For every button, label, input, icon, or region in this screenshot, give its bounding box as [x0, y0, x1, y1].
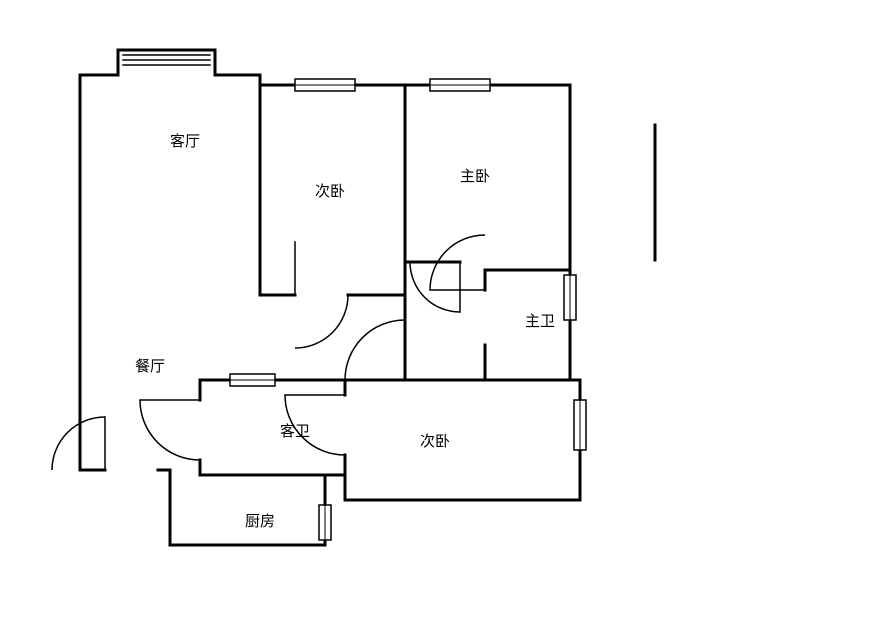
label-dining-room: 餐厅 [135, 355, 165, 376]
floor-plan-svg [0, 0, 882, 619]
label-kitchen: 厨房 [245, 510, 275, 531]
label-master-bed: 主卧 [460, 165, 490, 186]
floor-plan-canvas: 客厅 餐厅 次卧 主卧 主卫 客卫 次卧 厨房 [0, 0, 882, 619]
label-guest-bath: 客卫 [280, 420, 310, 441]
label-living-room: 客厅 [170, 130, 200, 151]
label-bedroom2-bot: 次卧 [420, 430, 450, 451]
label-master-bath: 主卫 [525, 310, 555, 331]
label-bedroom2-top: 次卧 [315, 180, 345, 201]
